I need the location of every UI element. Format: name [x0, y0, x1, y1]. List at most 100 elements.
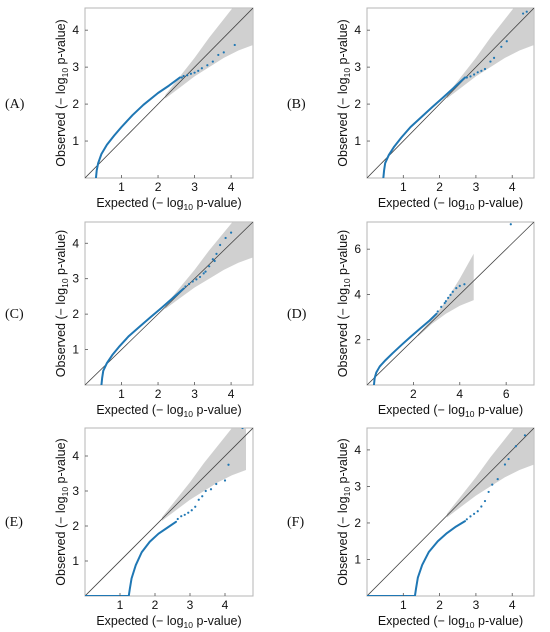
data-point [458, 284, 461, 287]
data-point [480, 505, 483, 508]
data-point [219, 243, 222, 247]
data-point [204, 489, 207, 493]
data-point [469, 515, 472, 518]
x-tick-label: 2 [410, 387, 417, 401]
data-point [198, 275, 202, 279]
data-point [476, 71, 479, 74]
x-tick-label: 3 [191, 180, 198, 194]
data-point [217, 53, 220, 57]
reference-line [367, 8, 534, 178]
data-point [190, 509, 193, 512]
x-tick-label: 2 [155, 180, 162, 194]
data-point [227, 463, 230, 466]
data-point [187, 282, 191, 286]
data-point [194, 505, 197, 508]
data-point [443, 301, 446, 305]
x-tick-label: 3 [191, 387, 198, 401]
y-tick-label: 3 [354, 60, 361, 74]
reference-line [367, 222, 534, 385]
data-point [483, 499, 487, 503]
x-axis-title: Expected (− log10 p-value) [96, 196, 241, 212]
panel-label: (C) [5, 307, 24, 322]
x-tick-label: 4 [456, 387, 463, 401]
data-point [463, 283, 466, 286]
y-axis-title: Observed (− log10 p-value) [336, 19, 352, 166]
y-axis-title: Observed (− log10 p-value) [54, 438, 70, 585]
data-point [436, 310, 439, 313]
y-tick-label: 6 [354, 242, 361, 256]
data-point [514, 445, 517, 448]
data-point [191, 280, 194, 283]
observed-curve [367, 520, 467, 596]
qq-panel: (C) 1 2 3 4 1 2 3 4 Expected (− log10 p-value) Obs… [5, 221, 254, 419]
data-point [209, 488, 213, 491]
panel-label: (D) [287, 307, 307, 322]
y-tick-label: 3 [72, 484, 79, 498]
confidence-band [418, 253, 474, 337]
data-point [525, 10, 528, 13]
data-point [215, 482, 218, 486]
x-tick-label: 2 [155, 387, 162, 401]
data-point [509, 223, 512, 226]
y-tick-label: 4 [354, 287, 361, 301]
data-point [476, 510, 479, 513]
data-point [523, 434, 527, 437]
reference-line [367, 428, 534, 596]
qq-panel: (E) 1 2 3 4 1 2 3 4 Expected (− log10 p-value) Obs… [5, 427, 254, 630]
reference-line [85, 428, 253, 596]
observed-curve [94, 76, 181, 178]
data-point [213, 259, 216, 263]
x-axis-title: Expected (− log10 p-value) [378, 403, 523, 419]
y-tick-label: 1 [354, 134, 361, 148]
x-tick-label: 1 [118, 180, 125, 194]
x-axis-title: Expected (− log10 p-value) [378, 196, 523, 212]
y-tick-label: 1 [72, 343, 79, 357]
y-tick-label: 1 [354, 552, 361, 566]
qq-panel: (F) 1 2 3 4 1 2 3 4 Expected (− log10 p-value) Obs… [287, 427, 535, 630]
data-point [195, 278, 198, 281]
data-point [186, 74, 189, 77]
y-tick-label: 2 [72, 519, 79, 533]
x-tick-label: 3 [187, 598, 194, 612]
x-tick-label: 3 [473, 180, 480, 194]
x-tick-label: 4 [228, 387, 235, 401]
data-point [224, 236, 227, 240]
qq-panel: (B) 1 2 3 4 1 2 3 4 Expected (− log10 p-value) Obs… [287, 7, 535, 212]
y-tick-label: 4 [72, 23, 79, 37]
data-point [483, 67, 487, 71]
data-point [193, 71, 196, 74]
data-point [180, 76, 183, 79]
data-point [472, 73, 476, 76]
panel-label: (F) [287, 515, 304, 530]
y-axis-title: Observed (− log10 p-value) [336, 438, 352, 585]
data-point [222, 51, 225, 54]
data-point [440, 305, 443, 308]
panel-label: (A) [5, 97, 25, 112]
data-point [444, 300, 447, 303]
y-tick-label: 4 [72, 449, 79, 463]
data-point [489, 60, 492, 63]
data-point [487, 490, 490, 494]
data-point [201, 495, 204, 498]
data-point [208, 265, 211, 268]
y-tick-label: 2 [354, 333, 361, 347]
data-point [202, 272, 205, 275]
data-point [183, 513, 186, 516]
data-point [197, 69, 200, 72]
x-tick-label: 4 [228, 180, 235, 194]
data-point [204, 270, 207, 273]
qq-panel: (D) 2 4 6 2 4 6 Expected (− log10 p-value) Obser… [287, 221, 535, 419]
data-point [503, 463, 507, 466]
data-point [500, 45, 503, 48]
y-tick-label: 4 [354, 23, 361, 37]
data-point [211, 60, 214, 63]
data-point [211, 258, 214, 261]
data-point [507, 457, 510, 461]
data-point [233, 43, 236, 47]
data-point [455, 287, 458, 290]
panel-label: (B) [287, 97, 306, 112]
x-axis-title: Expected (− log10 p-value) [96, 614, 241, 630]
y-tick-label: 2 [354, 516, 361, 530]
x-tick-label: 6 [503, 387, 510, 401]
data-point [215, 252, 218, 255]
